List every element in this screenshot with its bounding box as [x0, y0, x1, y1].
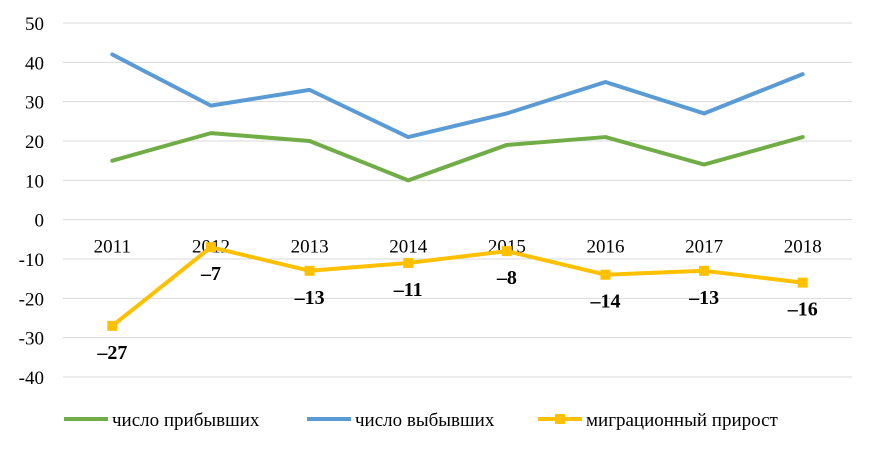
- y-tick-label: 20: [25, 132, 44, 153]
- series-line-0: [110, 131, 805, 183]
- data-label: –13: [688, 287, 719, 309]
- series-line-2: [110, 245, 805, 328]
- data-label: –8: [496, 267, 517, 289]
- x-tick-label: 2018: [784, 237, 822, 258]
- data-point-marker: [107, 320, 118, 331]
- x-tick-label: 2016: [586, 237, 624, 258]
- data-label: –13: [294, 287, 325, 309]
- y-axis-tick-labels: 50 40 30 20 10 0 -10 -20 -30 -40: [19, 14, 44, 389]
- x-tick-label: 2014: [389, 237, 428, 258]
- data-label: –14: [589, 291, 620, 313]
- series-markers: [107, 242, 808, 331]
- data-point-marker: [205, 242, 216, 253]
- data-labels: –27 –7 –13 –11 –8 –14 –13 –16: [96, 263, 817, 364]
- data-point-marker: [304, 265, 315, 276]
- y-tick-label: -10: [19, 250, 44, 271]
- data-point-marker: [797, 277, 808, 288]
- y-tick-label: -30: [19, 329, 44, 350]
- x-tick-label: 2011: [94, 237, 131, 258]
- data-label: –16: [787, 299, 818, 321]
- gridlines: [63, 22, 852, 378]
- data-point-marker: [699, 265, 710, 276]
- y-tick-label: -40: [19, 368, 44, 389]
- legend-label: миграционный прирост: [586, 410, 779, 431]
- legend-label: число прибывших: [112, 410, 260, 431]
- y-tick-label: 30: [25, 93, 44, 114]
- x-tick-label: 2013: [291, 237, 329, 258]
- series-line-1: [110, 52, 805, 140]
- y-tick-label: 10: [25, 171, 44, 192]
- legend: число прибывших число выбывших миграционны…: [64, 410, 779, 431]
- y-tick-label: -20: [19, 289, 44, 310]
- legend-label: число выбывших: [355, 410, 495, 431]
- legend-marker: [555, 414, 565, 424]
- y-tick-label: 40: [25, 53, 44, 74]
- data-point-marker: [403, 257, 414, 268]
- x-tick-label: 2017: [685, 237, 723, 258]
- y-tick-label: 50: [25, 14, 44, 35]
- data-label: –27: [96, 342, 127, 364]
- data-label: –7: [200, 263, 221, 285]
- series-lines: [110, 52, 805, 328]
- data-point-marker: [600, 269, 611, 280]
- data-label: –11: [393, 279, 423, 301]
- data-point-marker: [501, 246, 512, 257]
- y-tick-label: 0: [35, 211, 45, 232]
